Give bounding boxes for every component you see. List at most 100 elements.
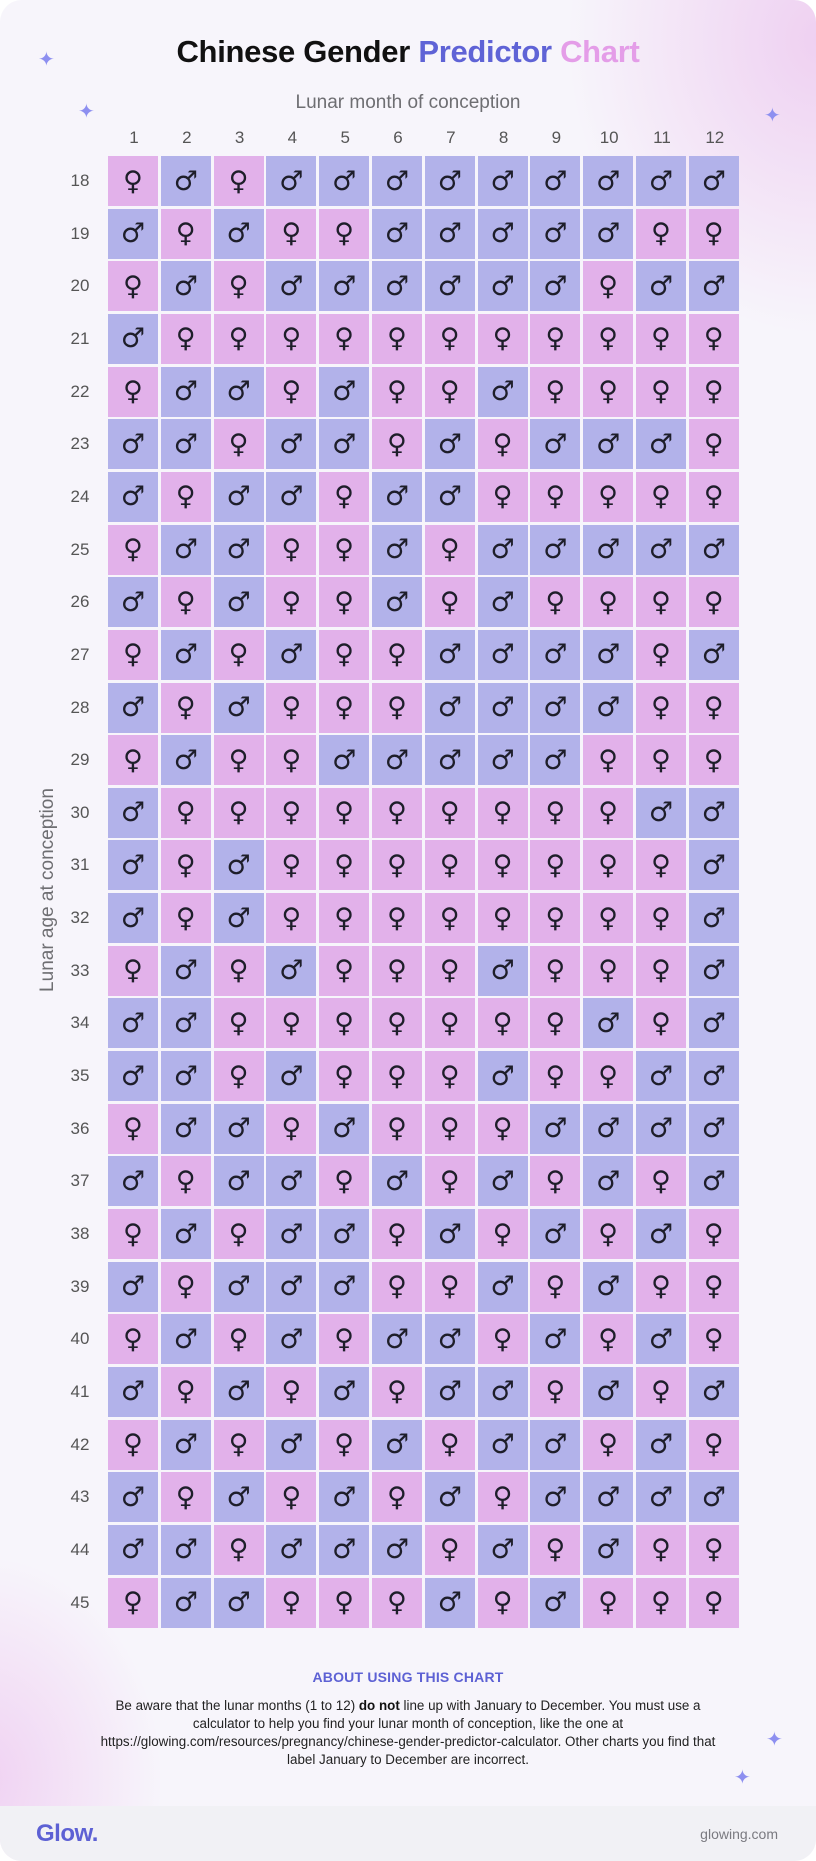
column-header: 5 [340, 128, 350, 147]
male-icon: ♂ [648, 1323, 674, 1355]
column-header: 2 [182, 128, 192, 147]
male-icon: ♂ [596, 428, 621, 460]
title-part-2: Predictor [418, 34, 552, 69]
grid-cell: ♀ [319, 471, 370, 522]
grid-cell: ♂ [160, 524, 211, 575]
female-icon: ♀ [492, 1481, 513, 1513]
grid-cell: ♀ [213, 1209, 264, 1259]
grid-cell: ♂ [108, 471, 158, 522]
male-icon: ♂ [173, 1218, 198, 1250]
grid-cell: ♂ [636, 1419, 686, 1470]
female-icon: ♀ [228, 955, 249, 987]
female-icon: ♀ [598, 1587, 619, 1619]
female-icon: ♀ [703, 1429, 724, 1461]
male-icon: ♂ [437, 1587, 462, 1619]
grid-cell: ♀ [160, 471, 211, 522]
female-icon: ♀ [281, 323, 302, 355]
female-icon: ♀ [334, 1429, 355, 1461]
grid-cell: ♀ [530, 577, 581, 628]
grid-cell: ♀ [477, 1103, 528, 1154]
male-icon: ♂ [437, 639, 462, 671]
grid-cell: ♀ [636, 1366, 686, 1417]
grid-cell: ♀ [266, 313, 317, 364]
male-icon: ♂ [490, 1429, 515, 1461]
female-icon: ♀ [228, 323, 249, 355]
grid-cell: ♀ [372, 998, 422, 1049]
grid-cell: ♂ [160, 629, 211, 680]
grid-cell: ♂ [636, 419, 686, 470]
female-icon: ♀ [281, 218, 302, 250]
male-icon: ♂ [120, 218, 146, 250]
row-header: 40 [70, 1329, 90, 1349]
male-icon: ♂ [490, 1060, 515, 1092]
male-icon: ♂ [648, 428, 674, 460]
grid-cell: ♂ [583, 419, 634, 470]
column-header: 12 [705, 128, 725, 147]
female-icon: ♀ [387, 1587, 407, 1619]
female-icon: ♀ [123, 955, 143, 987]
male-icon: ♂ [543, 1429, 568, 1461]
grid-cell: ♂ [160, 1314, 211, 1365]
female-icon: ♀ [703, 1271, 724, 1303]
female-icon: ♀ [334, 639, 355, 671]
male-icon: ♂ [490, 692, 515, 723]
row-header: 30 [70, 802, 90, 822]
grid-cell: ♀ [213, 156, 264, 206]
female-icon: ♀ [439, 955, 460, 987]
male-icon: ♂ [543, 1113, 568, 1145]
female-icon: ♀ [334, 1165, 355, 1197]
male-icon: ♂ [701, 639, 726, 671]
about-text-part: line up with January to December. You mu… [100, 1698, 716, 1767]
grid-cell: ♀ [477, 1209, 528, 1259]
male-icon: ♂ [701, 902, 726, 934]
grid-cell: ♂ [372, 156, 422, 206]
grid-cell: ♂ [266, 1051, 317, 1102]
female-icon: ♀ [387, 692, 407, 723]
sparkle-icon: ✦ [766, 1729, 783, 1751]
female-icon: ♀ [703, 376, 724, 408]
female-icon: ♀ [175, 902, 196, 934]
female-icon: ♀ [387, 902, 407, 934]
male-icon: ♂ [437, 744, 462, 776]
female-icon: ♀ [123, 1587, 143, 1619]
female-icon: ♀ [439, 1429, 460, 1461]
grid-cell: ♂ [477, 156, 528, 206]
grid-cell: ♂ [477, 1366, 528, 1417]
sparkle-icon: ✦ [734, 1767, 751, 1789]
grid-cell: ♂ [636, 156, 686, 206]
grid-cell: ♂ [213, 1472, 264, 1523]
male-icon: ♂ [490, 376, 515, 408]
male-icon: ♂ [384, 218, 410, 250]
male-icon: ♂ [120, 586, 146, 618]
female-icon: ♀ [387, 376, 407, 408]
grid-cell: ♀ [319, 945, 370, 996]
row-header: 24 [70, 486, 90, 506]
row-header: 36 [70, 1118, 90, 1138]
grid-cell: ♀ [636, 682, 686, 733]
male-icon: ♂ [490, 270, 515, 302]
male-icon: ♂ [490, 1271, 515, 1303]
male-icon: ♂ [173, 639, 198, 671]
grid-cell: ♀ [160, 840, 211, 891]
female-icon: ♀ [651, 955, 671, 987]
grid-cell: ♀ [530, 945, 581, 996]
grid-cell: ♂ [424, 1366, 475, 1417]
row-header: 28 [70, 697, 90, 717]
female-icon: ♀ [281, 1376, 302, 1408]
row-header: 27 [70, 644, 90, 664]
female-icon: ♀ [651, 1007, 671, 1039]
grid-cell: ♂ [160, 998, 211, 1049]
grid-cell: ♂ [213, 524, 264, 575]
grid-cell: ♂ [266, 471, 317, 522]
female-icon: ♀ [492, 1113, 513, 1145]
grid-cell: ♀ [319, 682, 370, 733]
male-icon: ♂ [226, 1271, 251, 1303]
female-icon: ♀ [228, 639, 249, 671]
male-icon: ♂ [490, 165, 515, 197]
male-icon: ♂ [596, 1481, 621, 1513]
row-header: 29 [70, 750, 90, 770]
site-link[interactable]: glowing.com [700, 1826, 778, 1842]
female-icon: ♀ [598, 376, 619, 408]
grid-cell: ♂ [583, 1524, 634, 1575]
male-icon: ♂ [279, 481, 304, 513]
